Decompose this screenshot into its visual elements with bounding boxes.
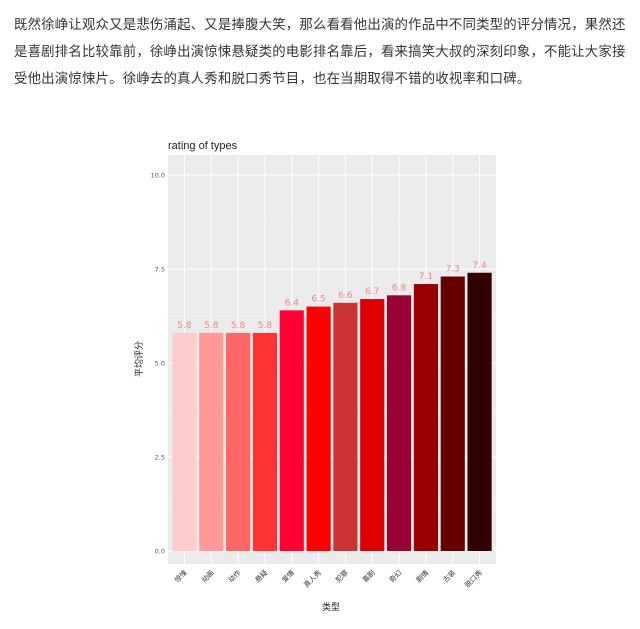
data-label-2: 5.8: [204, 321, 219, 331]
y-tick-label: 2.5: [155, 453, 165, 461]
article-paragraph: 既然徐峥让观众又是悲伤涌起、又是捧腹大笑，那么看看他出演的作品中不同类型的评分情…: [14, 18, 626, 87]
bar-8: [360, 299, 385, 551]
data-label-1: 5.8: [177, 321, 192, 331]
x-tick-label-12: 脱口秀: [463, 568, 484, 589]
bar-2: [199, 332, 224, 551]
y-tick-label: 7.5: [155, 265, 165, 273]
x-tick-label-10: 剧情: [414, 568, 430, 584]
y-tick-label: 0.0: [155, 547, 165, 555]
bar-1: [172, 332, 197, 551]
x-tick-label-9: 奇幻: [387, 568, 403, 584]
bar-3: [226, 332, 251, 551]
x-axis-label: 类型: [322, 601, 340, 613]
x-tick-label-1: 惊悚: [173, 568, 189, 584]
bars: [172, 272, 492, 551]
data-label-11: 7.3: [446, 265, 460, 275]
bar-7: [333, 302, 358, 551]
bar-12: [467, 272, 492, 551]
y-axis-label: 平均评分: [133, 341, 145, 377]
chart-title: rating of types: [168, 140, 238, 152]
x-tick-label-7: 犯罪: [334, 568, 350, 584]
data-labels: 5.8 5.8 5.8 5.8 6.4 6.5 6.6 6.7 6.8 7.1 7.3 7.4: [177, 261, 487, 331]
x-tick-label-8: 喜剧: [360, 568, 376, 584]
x-tick-label-5: 爱情: [280, 568, 296, 584]
y-axis-ticks: 0.0 2.5 5.0 7.5 10.0: [151, 171, 165, 555]
data-label-10: 7.1: [419, 272, 433, 282]
data-label-9: 6.8: [392, 283, 407, 293]
data-label-4: 5.8: [258, 321, 273, 331]
data-label-3: 5.8: [231, 321, 246, 331]
data-label-6: 6.5: [311, 295, 325, 305]
y-tick-label: 5.0: [155, 359, 165, 367]
x-axis-ticks: 惊悚 动画 动作 悬疑 爱情 真人秀 犯罪 喜剧 奇幻 剧情 古装 脱口秀: [173, 568, 484, 589]
bar-5: [279, 310, 304, 551]
y-tick-label: 10.0: [151, 171, 165, 179]
x-tick-label-11: 古装: [441, 568, 457, 584]
bar-11: [440, 276, 465, 551]
bar-6: [306, 306, 331, 551]
x-tick-label-6: 真人秀: [302, 568, 323, 589]
data-label-7: 6.6: [338, 291, 353, 301]
data-label-5: 6.4: [285, 298, 300, 308]
bar-10: [413, 284, 438, 551]
data-label-8: 6.7: [365, 287, 379, 297]
x-tick-label-3: 动作: [226, 568, 242, 584]
x-tick-label-4: 悬疑: [253, 568, 269, 584]
bar-9: [387, 295, 412, 551]
x-tick-label-2: 动画: [199, 568, 215, 584]
data-label-12: 7.4: [472, 261, 487, 271]
bar-4: [252, 332, 277, 551]
